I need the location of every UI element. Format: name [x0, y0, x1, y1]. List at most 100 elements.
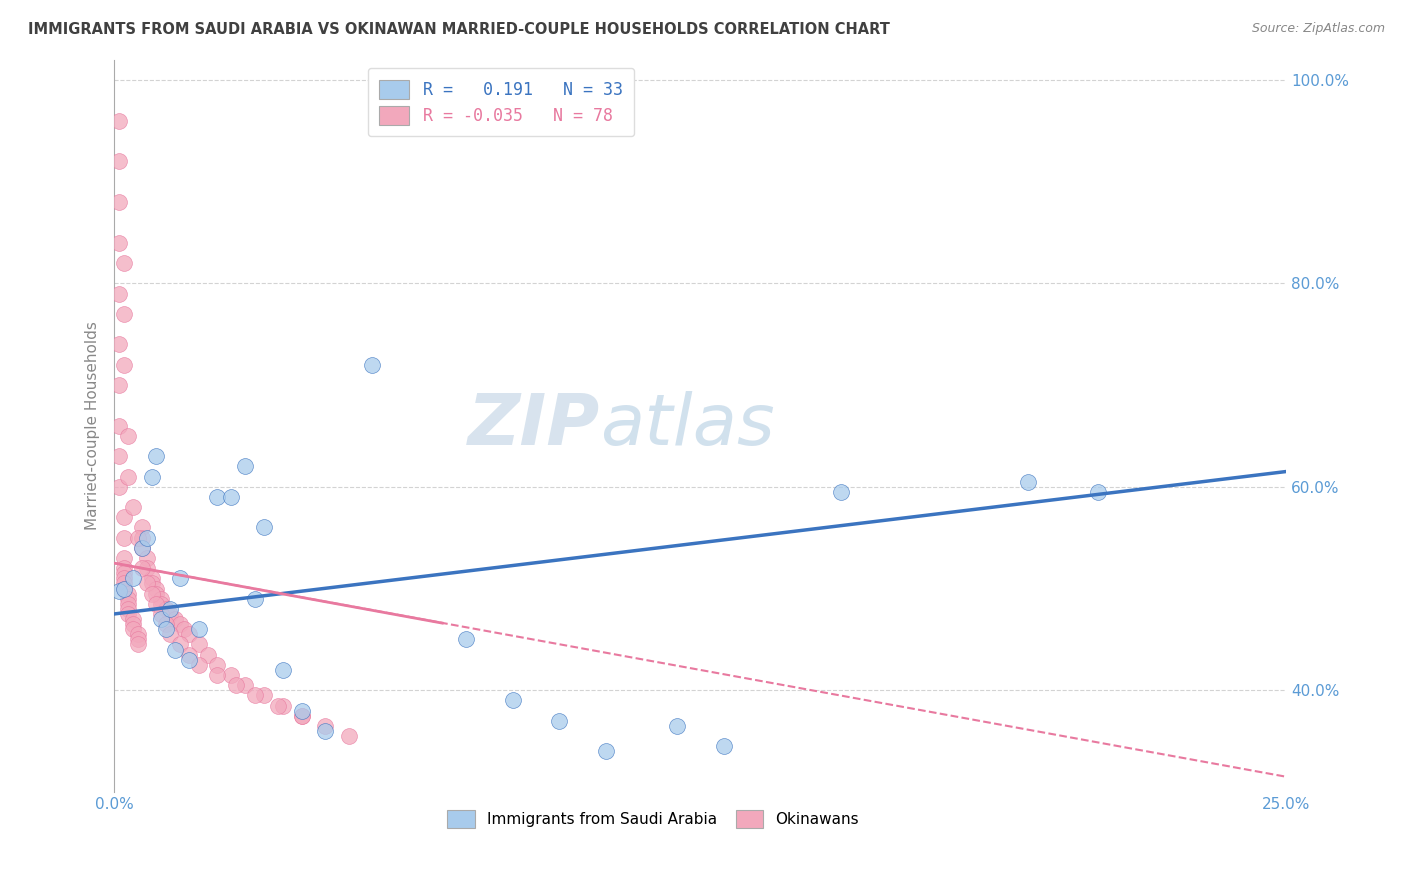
Point [131, 520, 153, 534]
Point [187, 638, 209, 652]
Point [235, 459, 257, 474]
Point [108, 154, 131, 169]
Point [361, 358, 384, 372]
Point [169, 571, 191, 585]
Point [271, 663, 294, 677]
Point [169, 638, 191, 652]
Point [454, 632, 477, 647]
Point [136, 561, 159, 575]
Text: Source: ZipAtlas.com: Source: ZipAtlas.com [1251, 22, 1385, 36]
Point [1087, 484, 1109, 499]
Point [117, 607, 139, 621]
Point [179, 653, 201, 667]
Point [112, 582, 135, 596]
Point [112, 510, 135, 524]
Point [122, 622, 145, 636]
Point [141, 469, 163, 483]
Point [187, 657, 209, 672]
Point [225, 678, 247, 692]
Point [112, 358, 135, 372]
Point [117, 591, 139, 606]
Point [112, 566, 135, 581]
Point [112, 256, 135, 270]
Point [131, 561, 153, 575]
Point [117, 602, 139, 616]
Point [337, 729, 360, 743]
Point [112, 571, 135, 585]
Y-axis label: Married-couple Households: Married-couple Households [86, 321, 100, 530]
Point [112, 582, 135, 596]
Text: atlas: atlas [600, 392, 775, 460]
Point [141, 576, 163, 591]
Point [145, 450, 167, 464]
Point [112, 551, 135, 566]
Point [127, 638, 149, 652]
Point [207, 657, 229, 672]
Point [117, 469, 139, 483]
Point [291, 704, 314, 718]
Point [122, 612, 145, 626]
Point [127, 531, 149, 545]
Point [136, 531, 159, 545]
Point [150, 607, 173, 621]
Point [291, 708, 314, 723]
Point [136, 576, 159, 591]
Point [159, 607, 181, 621]
Point [207, 668, 229, 682]
Point [131, 541, 153, 555]
Text: ZIP: ZIP [468, 392, 600, 460]
Point [1017, 475, 1039, 489]
Point [243, 689, 266, 703]
Point [108, 194, 131, 209]
Point [155, 617, 177, 632]
Point [108, 480, 131, 494]
Point [221, 668, 243, 682]
Point [187, 622, 209, 636]
Point [169, 617, 191, 632]
Point [235, 678, 257, 692]
Point [150, 612, 173, 626]
Point [267, 698, 290, 713]
Point [112, 561, 135, 575]
Point [243, 591, 266, 606]
Point [112, 307, 135, 321]
Point [108, 286, 131, 301]
Point [122, 571, 145, 585]
Point [108, 113, 131, 128]
Point [197, 648, 219, 662]
Point [117, 586, 139, 600]
Legend: Immigrants from Saudi Arabia, Okinawans: Immigrants from Saudi Arabia, Okinawans [440, 803, 866, 836]
Point [108, 378, 131, 392]
Point [502, 693, 524, 707]
Point [150, 591, 173, 606]
Point [131, 531, 153, 545]
Point [291, 708, 314, 723]
Point [165, 642, 187, 657]
Point [122, 617, 145, 632]
Point [665, 719, 688, 733]
Point [145, 586, 167, 600]
Point [548, 714, 571, 728]
Point [141, 571, 163, 585]
Point [179, 648, 201, 662]
Point [145, 597, 167, 611]
Point [145, 582, 167, 596]
Point [108, 418, 131, 433]
Point [117, 597, 139, 611]
Point [314, 719, 336, 733]
Point [108, 450, 131, 464]
Point [253, 520, 276, 534]
Point [108, 235, 131, 250]
Point [207, 490, 229, 504]
Point [155, 622, 177, 636]
Point [595, 744, 617, 758]
Point [159, 627, 181, 641]
Point [165, 612, 187, 626]
Point [112, 576, 135, 591]
Point [108, 583, 131, 598]
Point [253, 689, 276, 703]
Point [150, 597, 173, 611]
Point [127, 627, 149, 641]
Text: IMMIGRANTS FROM SAUDI ARABIA VS OKINAWAN MARRIED-COUPLE HOUSEHOLDS CORRELATION C: IMMIGRANTS FROM SAUDI ARABIA VS OKINAWAN… [28, 22, 890, 37]
Point [112, 531, 135, 545]
